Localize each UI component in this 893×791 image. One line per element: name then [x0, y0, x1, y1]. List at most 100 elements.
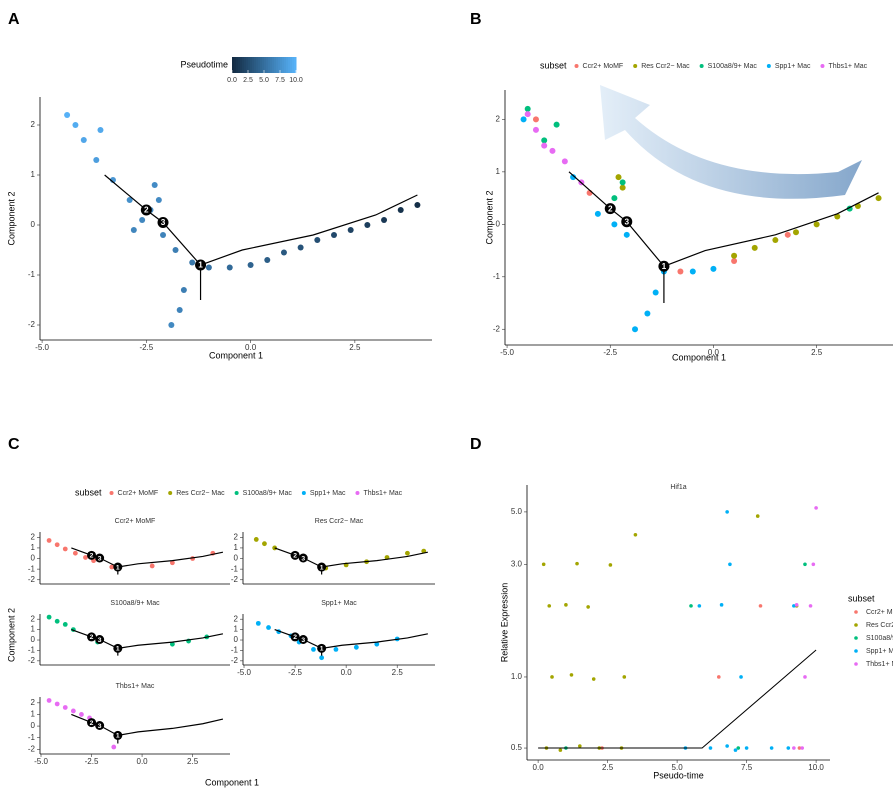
y-tick-label: 1.0	[511, 672, 523, 681]
cell-point	[319, 655, 325, 661]
cell-point	[347, 227, 354, 233]
legend-swatch	[109, 491, 114, 495]
cell-point	[46, 614, 52, 620]
cell-point	[689, 604, 693, 608]
cell-point	[755, 514, 760, 518]
legend-swatch	[766, 64, 771, 68]
y-tick-label: -1	[28, 733, 36, 742]
legend-swatch	[574, 64, 579, 68]
cell-point	[564, 603, 568, 607]
x-tick-label: 5.0	[672, 763, 684, 772]
y-tick-label: 3.0	[511, 559, 523, 568]
cell-point	[109, 564, 115, 570]
cell-point	[736, 746, 741, 750]
cell-point	[397, 207, 404, 213]
branch-point	[95, 553, 105, 563]
cell-point	[803, 675, 807, 679]
colorbar-step	[258, 57, 261, 73]
panel-label: D	[470, 436, 482, 453]
cell-point	[189, 259, 196, 266]
branch-point	[621, 216, 633, 228]
colorbar-tick-label: 7.5	[275, 77, 285, 84]
x-tick-label: -2.5	[139, 343, 153, 352]
branch-label: 2	[90, 720, 94, 727]
colorbar-step	[268, 57, 271, 73]
cell-point	[772, 237, 779, 244]
cell-point	[54, 701, 60, 707]
colorbar-step	[290, 57, 293, 73]
branch-label: 3	[301, 555, 305, 562]
cell-point	[62, 546, 68, 552]
cell-point	[784, 231, 791, 238]
legend-label: S100a8/9+ Mac	[243, 490, 293, 497]
trajectory-line	[568, 171, 665, 267]
legend-label: Ccr2+ MoMF	[866, 609, 893, 616]
facet-title: S100a8/9+ Mac	[110, 600, 160, 607]
cell-point	[314, 237, 321, 243]
branch-point	[298, 635, 308, 644]
cell-point	[725, 510, 729, 514]
y-tick-label: -1	[28, 270, 36, 279]
colorbar-step	[288, 57, 291, 73]
x-tick-label: 2.5	[392, 668, 404, 677]
y-axis-title: Component 2	[6, 608, 16, 662]
colorbar-step	[280, 57, 283, 73]
cell-point	[72, 122, 79, 128]
legend-swatch	[168, 491, 173, 495]
colorbar-step	[284, 57, 287, 73]
cell-point	[550, 675, 554, 679]
trajectory-line	[321, 551, 428, 575]
legend-swatch	[854, 649, 858, 653]
trajectory-line	[104, 174, 202, 266]
y-tick-label: 0	[496, 219, 501, 228]
cell-point	[139, 217, 146, 223]
cell-point	[575, 561, 579, 566]
colorbar-step	[256, 57, 259, 73]
branch-point	[290, 632, 300, 642]
cell-point	[93, 157, 100, 163]
cell-point	[813, 221, 820, 228]
branch-point	[317, 643, 327, 653]
cell-point	[717, 675, 721, 679]
legend-label: Thbs1+ Mac	[363, 490, 402, 497]
y-tick-label: 0	[31, 635, 36, 644]
legend-title: subset	[848, 593, 875, 603]
colorbar-step	[278, 57, 281, 73]
x-tick-label: 2.5	[349, 343, 361, 352]
cell-point	[130, 227, 137, 233]
y-tick-label: 2	[496, 114, 501, 123]
y-tick-label: 0.5	[511, 743, 523, 752]
x-axis-title: Component 1	[209, 350, 263, 360]
cell-point	[97, 127, 104, 133]
colorbar-tick-label: 5.0	[259, 77, 269, 84]
cell-point	[79, 712, 84, 717]
facet-title: Thbs1+ Mac	[116, 683, 155, 690]
legend-label: Ccr2+ MoMF	[118, 490, 159, 497]
cell-point	[808, 604, 813, 608]
panel-label: C	[8, 436, 20, 453]
branch-point	[87, 632, 97, 642]
cell-point	[180, 287, 187, 293]
branch-label: 3	[301, 637, 305, 644]
cell-point	[591, 677, 596, 681]
cell-point	[262, 541, 267, 547]
cell-point	[797, 746, 802, 750]
branch-label: 1	[116, 646, 120, 653]
cell-point	[549, 147, 556, 154]
legend-swatch	[355, 491, 360, 495]
y-tick-label: -2	[231, 575, 239, 584]
branch-point	[195, 259, 207, 271]
colorbar-step	[246, 57, 249, 73]
colorbar-step	[270, 57, 273, 73]
y-tick-label: 0	[31, 721, 36, 730]
cell-point	[247, 262, 254, 268]
branch-label: 3	[161, 218, 166, 227]
y-tick-label: -2	[231, 656, 239, 665]
cell-point	[54, 542, 60, 548]
colorbar-tick-label: 10.0	[289, 77, 303, 84]
cell-point	[353, 644, 359, 650]
cell-point	[70, 708, 76, 714]
cell-point	[205, 264, 212, 271]
trend-line	[538, 649, 817, 749]
